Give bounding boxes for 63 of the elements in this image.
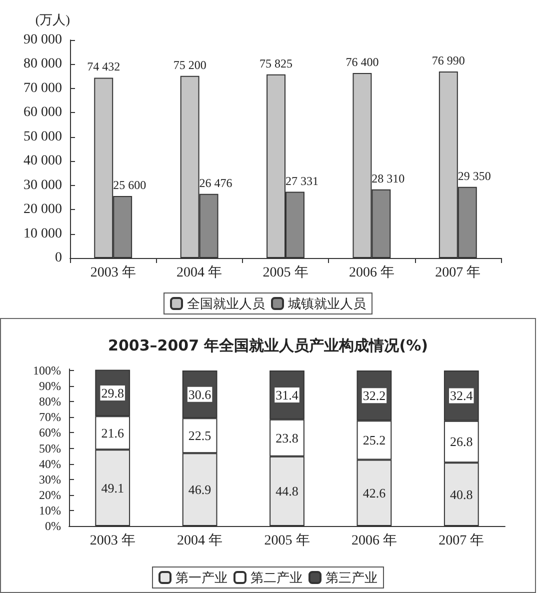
y-tick-label: 100%	[33, 364, 61, 378]
y-tick-label: 10%	[39, 503, 61, 518]
y-tick-label: 70%	[39, 410, 61, 424]
data-label: 27 331	[285, 174, 318, 188]
x-tick-label: 2006 年	[351, 532, 397, 548]
legend-label: 城镇就业人员	[287, 296, 366, 311]
y-tick-label: 50 000	[24, 129, 62, 144]
data-label: 32.2	[362, 388, 386, 404]
data-label: 46.9	[188, 482, 212, 498]
x-tick-label: 2004 年	[176, 264, 222, 280]
x-tick-label: 2007 年	[438, 532, 484, 548]
data-label: 28 310	[372, 171, 405, 186]
x-tick-label: 2006 年	[348, 264, 394, 280]
y-tick-label: 60 000	[24, 105, 62, 120]
y-axis-title: (万人)	[35, 12, 70, 27]
y-tick-label: 30 000	[24, 178, 62, 193]
data-label: 29.8	[101, 385, 124, 400]
y-tick-label: 90%	[39, 379, 61, 394]
chart-title: 2003–2007 年全国就业人员产业构成情况(%)	[108, 336, 428, 354]
y-tick-label: 20 000	[24, 202, 62, 218]
data-label: 21.6	[101, 425, 124, 440]
x-tick-label: 2007 年	[435, 264, 481, 280]
data-label: 31.4	[276, 387, 299, 402]
legend-label: 第二产业	[250, 570, 302, 585]
data-label: 74 432	[87, 60, 120, 74]
x-tick-label: 2005 年	[262, 264, 308, 280]
y-tick-label: 20%	[39, 488, 61, 502]
legend-label: 全国就业人员	[187, 296, 265, 311]
x-tick-label: 2003 年	[90, 532, 136, 548]
y-tick-label: 70 000	[24, 80, 62, 96]
data-label: 25 600	[113, 178, 146, 192]
y-tick-label: 0	[55, 250, 62, 266]
y-tick-label: 40 000	[24, 154, 62, 169]
data-label: 26.8	[450, 434, 473, 450]
y-tick-label: 30%	[39, 472, 61, 486]
data-label: 25.2	[362, 432, 386, 448]
data-label: 44.8	[276, 484, 298, 499]
data-label: 75 200	[173, 58, 206, 72]
y-tick-label: 40%	[39, 456, 61, 471]
legend-label: 第三产业	[326, 570, 378, 585]
y-tick-label: 80 000	[24, 56, 62, 72]
x-tick-label: 2003 年	[90, 264, 136, 280]
data-label: 30.6	[188, 386, 212, 402]
data-label: 32.4	[450, 388, 474, 404]
data-label: 29 350	[458, 168, 491, 183]
data-label: 75 825	[260, 56, 293, 70]
data-label: 23.8	[276, 430, 298, 446]
data-label: 76 990	[432, 54, 465, 68]
data-label: 40.8	[450, 486, 473, 502]
y-tick-label: 0%	[45, 519, 61, 533]
data-label: 49.1	[101, 480, 124, 496]
data-label: 26 476	[199, 176, 232, 190]
y-tick-label: 60%	[39, 426, 61, 440]
x-tick-label: 2005 年	[264, 532, 310, 548]
y-tick-label: 50%	[39, 441, 61, 456]
y-tick-label: 80%	[39, 394, 61, 409]
legend-label: 第一产业	[176, 570, 228, 585]
data-label: 22.5	[188, 428, 212, 444]
data-label: 42.6	[362, 485, 386, 500]
y-tick-label: 90 000	[24, 32, 62, 48]
y-tick-label: 10 000	[24, 226, 62, 242]
data-label: 76 400	[346, 54, 379, 69]
x-tick-label: 2004 年	[177, 532, 223, 548]
